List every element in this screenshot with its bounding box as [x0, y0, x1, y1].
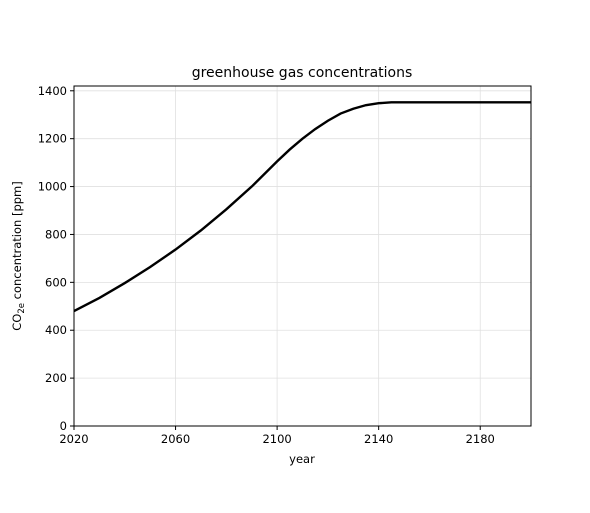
- y-tick-label: 1000: [38, 180, 67, 194]
- series-line: [73, 101, 531, 313]
- plot-frame: [73, 85, 532, 427]
- y-tick-label: 1200: [38, 132, 67, 146]
- x-tick-label: 2140: [364, 432, 393, 446]
- x-tick-label: 2060: [161, 432, 190, 446]
- x-tick-label: 2100: [262, 432, 291, 446]
- y-tick-label: 400: [45, 323, 67, 337]
- grid-lines: [73, 86, 531, 427]
- y-tick-label: 600: [45, 275, 67, 289]
- y-tick-label: 200: [45, 371, 67, 385]
- x-tick-label: 2020: [59, 432, 88, 446]
- y-tick-label: 0: [60, 419, 67, 433]
- chart-title: greenhouse gas concentrations: [192, 65, 413, 81]
- y-tick-label: 800: [45, 227, 67, 241]
- axis-ticks: 2020 2060 2100 2140 2180 0 200 400 600 800 1000 120…: [38, 84, 495, 446]
- x-axis-label: year: [289, 452, 315, 466]
- x-tick-label: 2180: [466, 432, 495, 446]
- y-tick-label: 1400: [38, 84, 67, 98]
- y-axis-label: CO2e concentration [ppm]: [10, 181, 27, 330]
